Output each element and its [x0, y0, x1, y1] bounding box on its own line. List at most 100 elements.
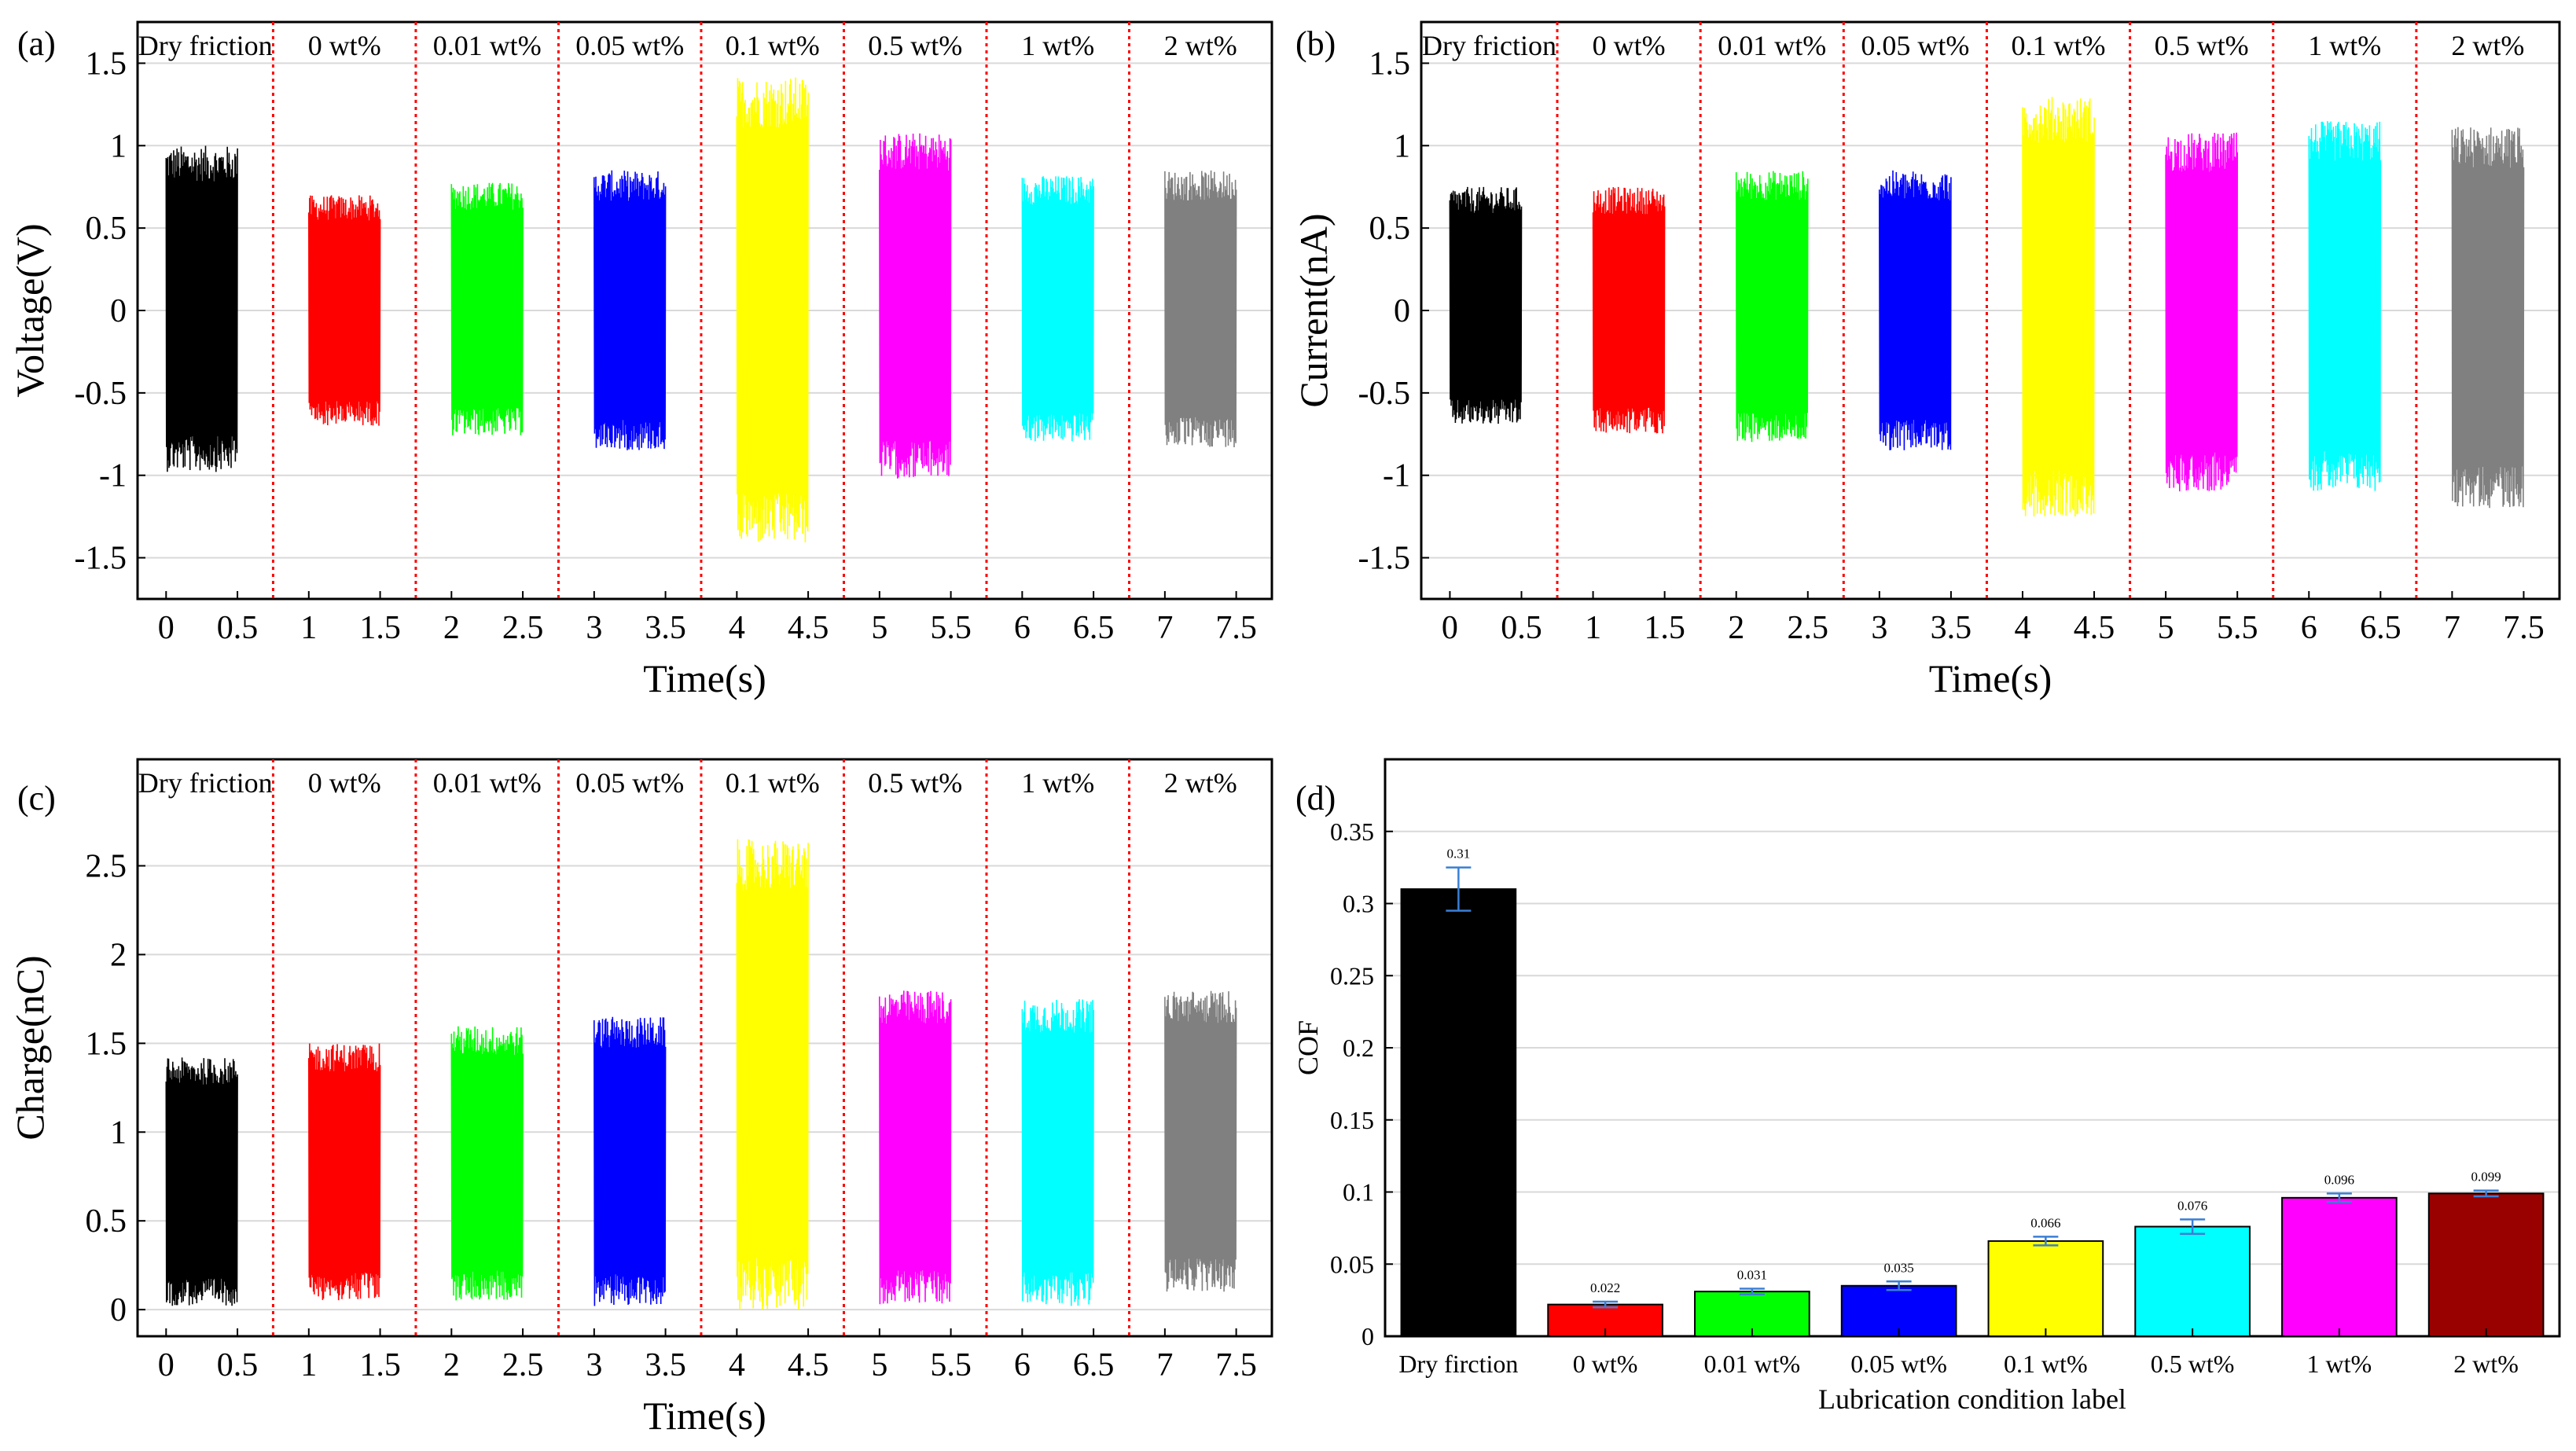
region-label: 0.5 wt% — [868, 767, 962, 799]
series-trace — [879, 133, 952, 479]
region-label: 0.01 wt% — [433, 30, 542, 61]
panel-label: (a) — [17, 24, 56, 63]
series-trace — [1021, 176, 1094, 442]
series-trace — [165, 145, 238, 472]
x-tick-label: 3 — [586, 610, 602, 646]
x-tick-label: 2 — [1728, 610, 1744, 646]
x-tick-label: 0.5 — [1501, 610, 1542, 646]
y-tick-label: 0 — [110, 293, 127, 329]
region-label: Dry friction — [138, 30, 273, 61]
chart-panel-3: 0.31 Dry firction 0.022 0 wt% 0.031 0.01 wt% 0… — [1292, 758, 2561, 1415]
series-trace — [879, 990, 952, 1305]
bar — [2281, 1196, 2398, 1337]
data-label: 0.096 — [2324, 1172, 2354, 1187]
region-label: 1 wt% — [1021, 767, 1094, 799]
x-tick-label: 0.1 wt% — [2004, 1350, 2088, 1378]
x-tick-label: 1 — [1585, 610, 1601, 646]
y-axis-label: Charge(nC) — [8, 955, 52, 1140]
x-tick-label: 7.5 — [1215, 610, 1257, 646]
x-tick-label: 0 — [1442, 610, 1458, 646]
y-tick-label: 0 — [1394, 293, 1410, 329]
region-label: 0.05 wt% — [1861, 30, 1969, 61]
x-tick-label: 1.5 — [359, 610, 401, 646]
data-label: 0.031 — [1737, 1267, 1767, 1282]
panel-label: (c) — [17, 779, 56, 817]
x-tick-label: 5.5 — [2217, 610, 2258, 646]
y-tick-label: 1 — [1394, 128, 1410, 164]
x-axis-label: Lubrication condition label — [1818, 1383, 2126, 1415]
x-tick-label: 1 wt% — [2307, 1350, 2372, 1378]
x-tick-label: 1 — [300, 610, 317, 646]
x-tick-label: 3 — [586, 1347, 602, 1383]
y-tick-label: 1 — [110, 128, 127, 164]
x-tick-label: 0 — [158, 1347, 175, 1383]
y-axis-label: Current(nA) — [1292, 213, 1336, 407]
y-tick-label: 0.5 — [86, 1203, 127, 1240]
x-tick-label: 7.5 — [2503, 610, 2545, 646]
x-axis-label: Time(s) — [1929, 656, 2052, 700]
x-tick-label: Dry firction — [1398, 1350, 1518, 1378]
plot-frame — [136, 758, 1273, 1338]
x-tick-label: 6 — [2301, 610, 2317, 646]
data-label: 0.066 — [2030, 1215, 2060, 1230]
y-tick-label: 1.5 — [86, 1026, 127, 1062]
x-tick-label: 2.5 — [502, 1347, 544, 1383]
y-axis-label: Voltage(V) — [8, 223, 52, 397]
x-tick-label: 0.5 wt% — [2151, 1350, 2235, 1378]
region-label: Dry friction — [1422, 30, 1556, 61]
region-label: 0.1 wt% — [726, 30, 820, 61]
x-tick-label: 5 — [871, 610, 887, 646]
panel-label: (b) — [1295, 24, 1336, 63]
series-trace — [1592, 186, 1666, 434]
panel-label: (d) — [1295, 779, 1336, 817]
chart-panel-2: Dry friction 0 wt% 0.01 wt% 0.05 wt% 0.1 wt%… — [8, 758, 1273, 1438]
x-tick-label: 0.01 wt% — [1704, 1350, 1801, 1378]
series-trace — [1021, 999, 1094, 1306]
x-tick-label: 0 wt% — [1573, 1350, 1638, 1378]
x-tick-label: 1.5 — [359, 1347, 401, 1383]
y-tick-label: 0.35 — [1330, 817, 1374, 846]
x-tick-label: 3.5 — [645, 1347, 686, 1383]
y-tick-label: 0.5 — [86, 211, 127, 247]
x-tick-label: 6.5 — [2360, 610, 2401, 646]
x-tick-label: 4 — [2014, 610, 2030, 646]
y-tick-label: 0.05 — [1330, 1250, 1374, 1278]
series-trace — [2022, 97, 2095, 517]
y-tick-label: -1.5 — [1358, 541, 1411, 577]
region-label: 0.05 wt% — [575, 30, 684, 61]
y-tick-label: 1 — [110, 1115, 127, 1151]
series-trace — [2451, 127, 2525, 509]
region-label: 0.01 wt% — [433, 767, 542, 799]
x-tick-label: 2 wt% — [2453, 1350, 2519, 1378]
x-tick-label: 4 — [729, 1347, 745, 1383]
x-tick-label: 5.5 — [930, 1347, 972, 1383]
bar — [1400, 888, 1517, 1337]
x-tick-label: 2.5 — [502, 610, 544, 646]
x-tick-label: 4.5 — [788, 610, 829, 646]
bar — [1987, 1240, 2104, 1338]
series-trace — [2165, 132, 2238, 492]
x-axis-label: Time(s) — [643, 1394, 766, 1438]
y-tick-label: 0.5 — [1369, 211, 1411, 247]
y-tick-label: 0.2 — [1343, 1034, 1374, 1062]
series-trace — [1164, 990, 1237, 1292]
x-tick-label: 1.5 — [1644, 610, 1685, 646]
x-tick-label: 0.5 — [217, 1347, 259, 1383]
region-label: 2 wt% — [1164, 30, 1237, 61]
y-tick-label: 0.15 — [1330, 1106, 1374, 1134]
y-tick-label: 0.25 — [1330, 961, 1374, 990]
x-tick-label: 3.5 — [645, 610, 686, 646]
y-tick-label: 0.3 — [1343, 890, 1374, 918]
series-trace — [2308, 121, 2382, 491]
series-trace — [736, 839, 809, 1310]
x-tick-label: 4.5 — [2074, 610, 2115, 646]
bar — [2427, 1192, 2545, 1337]
region-label: 2 wt% — [2451, 30, 2524, 61]
chart-panel-1: Dry friction 0 wt% 0.01 wt% 0.05 wt% 0.1 wt%… — [1292, 20, 2561, 700]
y-tick-label: 0.1 — [1343, 1178, 1374, 1207]
x-tick-label: 7 — [1156, 1347, 1173, 1383]
series-trace — [1879, 170, 1952, 450]
x-axis-label: Time(s) — [643, 656, 766, 700]
series-trace — [1449, 186, 1523, 424]
